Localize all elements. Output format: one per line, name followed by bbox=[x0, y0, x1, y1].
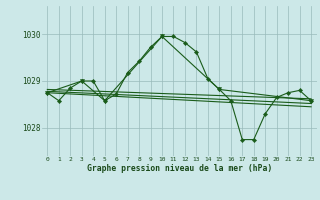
X-axis label: Graphe pression niveau de la mer (hPa): Graphe pression niveau de la mer (hPa) bbox=[87, 164, 272, 173]
